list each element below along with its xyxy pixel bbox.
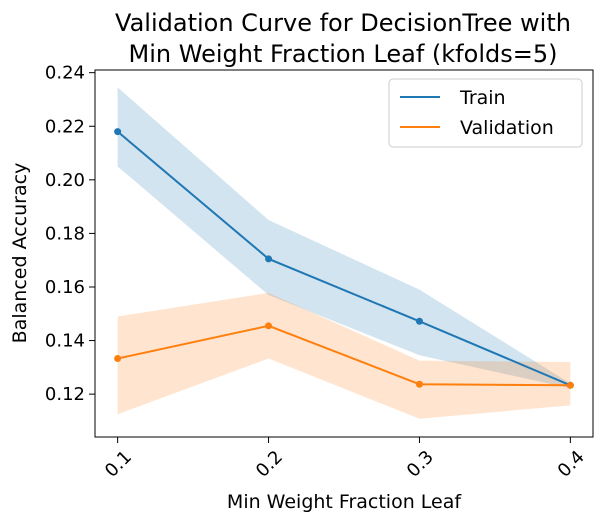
series-markers: [114, 128, 574, 389]
x-tick-label: 0.3: [403, 447, 438, 482]
x-tick-label: 0.1: [101, 447, 136, 482]
validation-point: [265, 322, 273, 330]
validation-point: [415, 380, 423, 388]
chart-title-line-1: Validation Curve for DecisionTree with: [115, 9, 571, 37]
legend: Train Validation: [388, 78, 583, 148]
y-tick-label: 0.14: [45, 331, 85, 352]
x-axis-label: Min Weight Fraction Leaf: [227, 491, 462, 513]
train-point: [415, 317, 423, 325]
legend-train-label: Train: [459, 87, 506, 109]
y-axis-label: Balanced Accuracy: [9, 163, 31, 344]
y-axis-ticks: 0.12 0.14 0.16 0.18 0.20 0.22 0.24: [45, 63, 95, 405]
x-axis-ticks: 0.1 0.2 0.3 0.4: [101, 437, 589, 482]
x-tick-label: 0.4: [554, 447, 589, 482]
chart-title-line-2: Min Weight Fraction Leaf (kfolds=5): [129, 40, 558, 68]
y-tick-label: 0.20: [45, 170, 85, 191]
legend-validation-label: Validation: [460, 117, 554, 139]
validation-point: [566, 381, 574, 389]
y-tick-label: 0.18: [45, 223, 85, 244]
train-point: [114, 128, 122, 136]
train-confidence-band: [117, 87, 571, 389]
validation-point: [114, 355, 122, 363]
plot-frame: [94, 69, 594, 438]
x-tick-label: 0.2: [252, 447, 287, 482]
y-tick-label: 0.22: [45, 116, 85, 137]
train-line: [116, 130, 571, 387]
validation-line: [117, 324, 571, 387]
train-point: [265, 255, 273, 263]
y-tick-label: 0.16: [45, 277, 85, 298]
y-tick-label: 0.24: [45, 63, 85, 84]
series-lines: [116, 130, 571, 387]
y-tick-label: 0.12: [45, 384, 85, 405]
